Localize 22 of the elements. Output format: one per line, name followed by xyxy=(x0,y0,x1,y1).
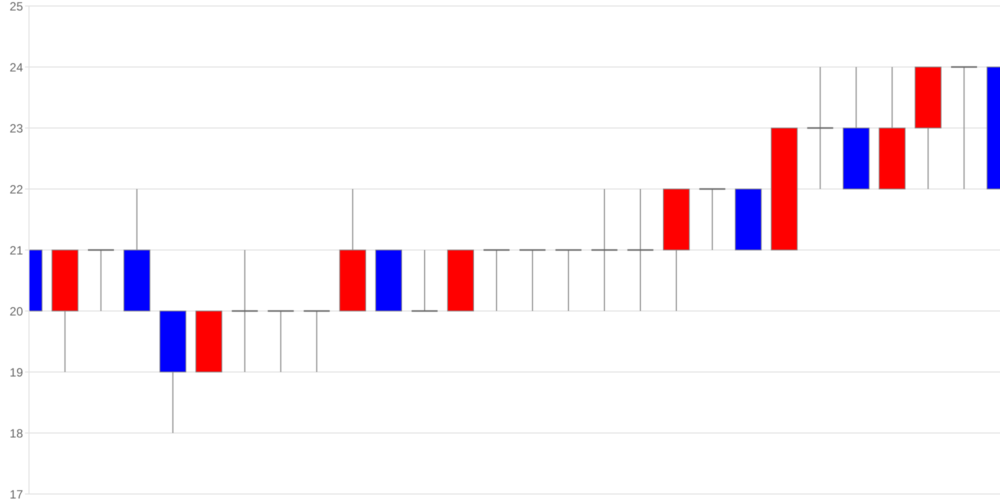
candlestick xyxy=(267,310,295,373)
y-tick-label: 17 xyxy=(10,487,24,500)
y-tick-label: 23 xyxy=(10,121,24,136)
y-tick-label: 25 xyxy=(10,0,24,14)
candlestick xyxy=(87,249,115,312)
y-tick-label: 18 xyxy=(10,426,24,440)
y-tick-label: 19 xyxy=(10,365,24,380)
candlestick xyxy=(698,188,726,251)
y-tick-label: 20 xyxy=(10,304,24,318)
y-tick-label: 21 xyxy=(10,243,24,258)
candlestick xyxy=(231,249,259,373)
candlestick xyxy=(410,249,438,312)
candlestick xyxy=(950,66,978,190)
y-tick-label: 24 xyxy=(10,60,24,74)
candlestick xyxy=(482,249,510,312)
candlestick xyxy=(806,66,834,190)
candlestick xyxy=(626,188,654,312)
candlestick xyxy=(302,310,330,373)
candlestick xyxy=(590,188,618,312)
candlestick xyxy=(554,249,582,312)
y-tick-label: 22 xyxy=(10,182,24,196)
candlestick xyxy=(518,249,546,312)
